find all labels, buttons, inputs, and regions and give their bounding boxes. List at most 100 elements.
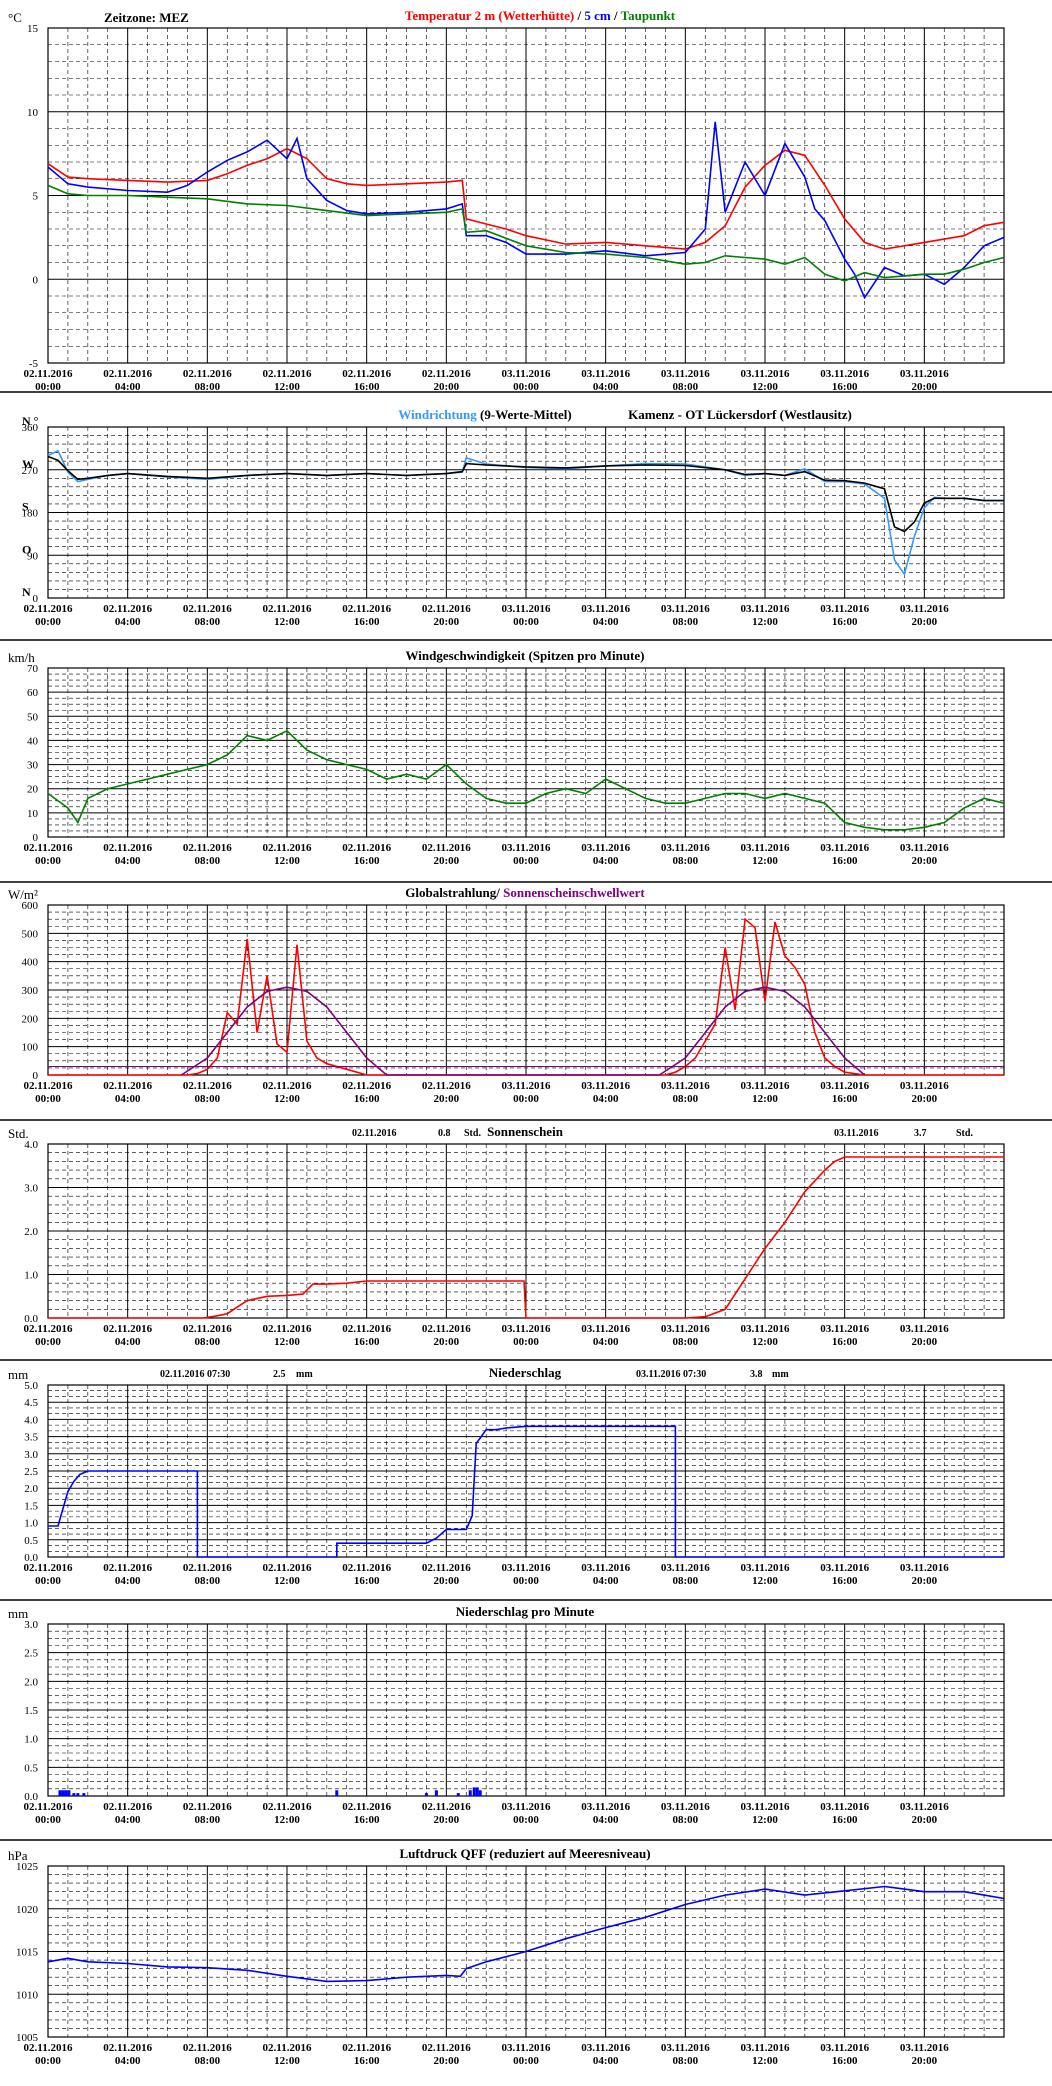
x-tick-time: 20:00 [911,1336,937,1348]
x-tick-date: 02.11.2016 [263,2042,312,2054]
unit-label: mm [8,1606,28,1621]
x-tick-time: 20:00 [911,855,937,867]
x-tick-date: 03.11.2016 [581,842,630,854]
x-tick-time: 08:00 [672,616,698,628]
x-tick-date: 02.11.2016 [263,603,312,615]
y-tick-label: -5 [29,358,39,370]
y-tick-label: 1010 [16,1989,39,2001]
x-tick-date: 02.11.2016 [183,1801,232,1813]
chart-title: Globalstrahlung/ Sonnenscheinschwellwert [405,885,645,900]
y-tick-label: 70 [27,663,39,675]
daily-total-unit: Std. [956,1128,973,1139]
x-tick-date: 03.11.2016 [741,842,790,854]
y-tick-label: 2.0 [24,1483,38,1495]
x-tick-time: 12:00 [274,1575,300,1587]
compass-label: O [22,542,31,556]
y-tick-label: 0 [33,1070,39,1082]
bar [475,1787,479,1796]
x-tick-date: 03.11.2016 [661,1323,710,1335]
x-tick-time: 04:00 [115,616,141,628]
chart-title-part: Sonnenscheinschwellwert [503,885,645,900]
chart-title-part: (9-Werte-Mittel) [477,407,572,422]
x-tick-date: 03.11.2016 [900,1562,949,1574]
series-line-2 [180,986,866,1076]
y-tick-label: 10 [27,808,39,820]
x-tick-date: 02.11.2016 [24,1080,73,1092]
x-tick-time: 12:00 [752,1336,778,1348]
x-tick-time: 00:00 [35,1093,61,1105]
x-tick-date: 03.11.2016 [741,368,790,380]
bar [82,1793,86,1796]
chart-title: Luftdruck QFF (reduziert auf Meeresnivea… [399,1846,650,1861]
x-tick-time: 12:00 [274,1814,300,1826]
precipitation_per_minute-panel: 0.0 0.5 1.0 1.5 2.0 2.5 3.0mm Niederschlag pro … [0,1604,1052,1841]
plot-frame [47,1384,1005,1558]
compass-label: N [22,585,31,599]
y-tick-label: 5.0 [24,1380,38,1392]
y-tick-label: 4.5 [24,1397,38,1409]
y-tick-label: 1015 [16,1947,39,1959]
y-tick-label: 360 [22,422,39,434]
x-tick-date: 02.11.2016 [24,1801,73,1813]
series-line-1 [47,121,1005,300]
x-tick-date: 03.11.2016 [581,1801,630,1813]
x-tick-date: 03.11.2016 [661,1562,710,1574]
temperature-panel: -5 0 5 10 15 °C Zeitzone: MEZ Temperatur 2 m (W… [0,8,1052,393]
bar [67,1790,71,1796]
bar [64,1790,68,1796]
series-line-0 [48,917,1004,1076]
compass-label: W [22,457,34,471]
y-tick-label: 60 [27,687,39,699]
x-tick-time: 00:00 [35,2055,61,2067]
x-tick-time: 00:00 [513,1336,539,1348]
x-tick-date: 02.11.2016 [422,1080,471,1092]
y-tick-label: 1.5 [24,1705,38,1717]
x-tick-date: 02.11.2016 [24,2042,73,2054]
x-tick-date: 02.11.2016 [342,842,391,854]
x-tick-date: 03.11.2016 [581,368,630,380]
series-line-0 [48,1156,1004,1319]
x-tick-date: 03.11.2016 [900,603,949,615]
x-tick-time: 00:00 [513,2055,539,2067]
x-tick-date: 03.11.2016 [502,842,551,854]
unit-label: km/h [8,650,35,665]
chart-title: Niederschlag [489,1365,562,1380]
x-tick-date: 02.11.2016 [263,842,312,854]
daily-total-unit: mm [772,1369,789,1380]
x-tick-date: 03.11.2016 [820,603,869,615]
x-tick-date: 02.11.2016 [183,1562,232,1574]
x-tick-time: 12:00 [274,2055,300,2067]
x-tick-date: 03.11.2016 [900,1801,949,1813]
x-tick-time: 16:00 [832,1336,858,1348]
x-tick-time: 12:00 [752,616,778,628]
x-tick-date: 02.11.2016 [103,842,152,854]
x-tick-date: 03.11.2016 [741,1801,790,1813]
x-tick-time: 12:00 [274,855,300,867]
y-tick-label: 1025 [16,1861,39,1873]
x-tick-time: 08:00 [194,616,220,628]
x-tick-date: 03.11.2016 [741,603,790,615]
x-tick-time: 12:00 [752,2055,778,2067]
series-line-0 [48,1425,1004,1558]
x-tick-time: 08:00 [194,855,220,867]
unit-label: Std. [8,1126,29,1141]
x-tick-date: 03.11.2016 [502,1080,551,1092]
x-tick-date: 02.11.2016 [24,1323,73,1335]
y-tick-label: 90 [27,550,39,562]
x-tick-date: 02.11.2016 [342,1080,391,1092]
x-tick-date: 02.11.2016 [183,1323,232,1335]
x-tick-time: 16:00 [354,1093,380,1105]
x-tick-date: 03.11.2016 [820,842,869,854]
x-tick-date: 03.11.2016 [900,2042,949,2054]
x-tick-time: 16:00 [354,381,380,393]
x-tick-date: 03.11.2016 [581,1562,630,1574]
y-tick-label: 3.0 [24,1183,38,1195]
x-tick-date: 03.11.2016 [661,2042,710,2054]
y-tick-label: 2.0 [24,1676,38,1688]
x-tick-date: 02.11.2016 [103,603,152,615]
x-tick-date: 02.11.2016 [342,1801,391,1813]
y-tick-label: 3.0 [24,1619,38,1631]
x-tick-time: 20:00 [433,616,459,628]
